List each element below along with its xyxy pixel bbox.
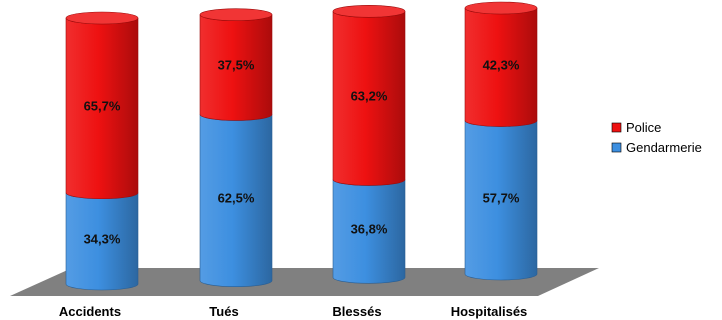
bar-blesses: 36,8% 63,2%	[332, 5, 406, 284]
chart-floor	[10, 268, 599, 296]
data-label-gendarmerie-tues: 62,5%	[218, 191, 255, 206]
data-label-police-hospitalises: 42,3%	[483, 57, 520, 72]
bar-tues: 62,5% 37,5%	[199, 8, 273, 287]
bar-top-cap-hospitalises	[464, 1, 538, 15]
category-labels: Accidents Tués Blessés Hospitalisés	[59, 304, 527, 319]
data-label-police-accidents: 65,7%	[84, 98, 121, 113]
data-label-gendarmerie-blesses: 36,8%	[351, 221, 388, 236]
bars-group: 34,3% 65,7% 62,5% 37,5% 36,8% 63,2% 57,7% 42,3%	[65, 1, 538, 291]
data-label-police-blesses: 63,2%	[351, 88, 388, 103]
legend-label-gendarmerie: Gendarmerie	[626, 140, 702, 155]
legend-swatch-police	[611, 122, 622, 133]
legend-swatch-gendarmerie	[611, 142, 622, 153]
bar-top-cap-accidents	[65, 11, 139, 25]
bar-accidents: 34,3% 65,7%	[65, 11, 139, 291]
category-label-tues: Tués	[209, 304, 238, 319]
legend: Police Gendarmerie	[611, 120, 702, 155]
category-label-accidents: Accidents	[59, 304, 121, 319]
legend-label-police: Police	[626, 120, 661, 135]
bar-hospitalises: 57,7% 42,3%	[464, 1, 538, 281]
data-label-gendarmerie-accidents: 34,3%	[84, 231, 121, 246]
bar-top-cap-blesses	[332, 5, 406, 18]
bar-top-cap-tues	[199, 8, 273, 21]
category-label-blesses: Blessés	[332, 304, 381, 319]
data-label-police-tues: 37,5%	[218, 58, 255, 73]
data-label-gendarmerie-hospitalises: 57,7%	[483, 190, 520, 205]
category-label-hospitalises: Hospitalisés	[451, 304, 528, 319]
